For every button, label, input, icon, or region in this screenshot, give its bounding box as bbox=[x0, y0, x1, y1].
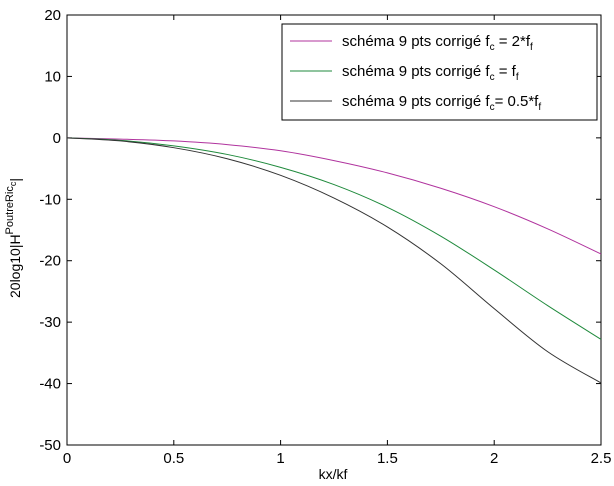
x-tick-label: 2.5 bbox=[591, 450, 612, 467]
x-tick-label: 0.5 bbox=[163, 450, 184, 467]
y-axis-label-main: 20log10|H bbox=[7, 234, 23, 298]
y-tick-label: 20 bbox=[44, 7, 61, 24]
series-line-1 bbox=[66, 137, 602, 255]
y-axis-label: 20log10|HPoutreRicc| bbox=[4, 178, 23, 298]
x-axis-ticks: 0 0.5 1 1.5 2 2.5 bbox=[63, 15, 612, 467]
y-tick-label: 10 bbox=[44, 68, 61, 85]
x-tick-label: 1.5 bbox=[377, 450, 398, 467]
x-tick-label: 1 bbox=[276, 450, 284, 467]
x-axis-label: kx/kf bbox=[319, 466, 348, 482]
y-tick-label: -20 bbox=[39, 253, 61, 270]
x-tick-label: 0 bbox=[63, 450, 71, 467]
x-tick-label: 2 bbox=[490, 450, 498, 467]
y-tick-label: -10 bbox=[39, 191, 61, 208]
y-axis-label-superscript: PoutreRic bbox=[4, 186, 16, 235]
legend-entry-2: schéma 9 pts corrigé fc = ff bbox=[342, 63, 519, 83]
y-tick-label: 0 bbox=[53, 130, 61, 147]
y-tick-label: -40 bbox=[39, 376, 61, 393]
legend: schéma 9 pts corrigé fc = 2*ff schéma 9 p… bbox=[281, 23, 598, 121]
series-layer bbox=[66, 137, 602, 384]
y-axis-label-suffix: | bbox=[7, 178, 23, 182]
legend-entry-3: schéma 9 pts corrigé fc= 0.5*ff bbox=[342, 93, 541, 113]
series-line-3 bbox=[66, 137, 602, 384]
y-tick-label: -50 bbox=[39, 437, 61, 454]
y-axis-label-superscript-sub: c bbox=[8, 181, 18, 186]
legend-box bbox=[281, 23, 598, 121]
series-line-2 bbox=[66, 137, 602, 340]
y-tick-label: -30 bbox=[39, 314, 61, 331]
legend-entry-1: schéma 9 pts corrigé fc = 2*ff bbox=[342, 33, 533, 53]
